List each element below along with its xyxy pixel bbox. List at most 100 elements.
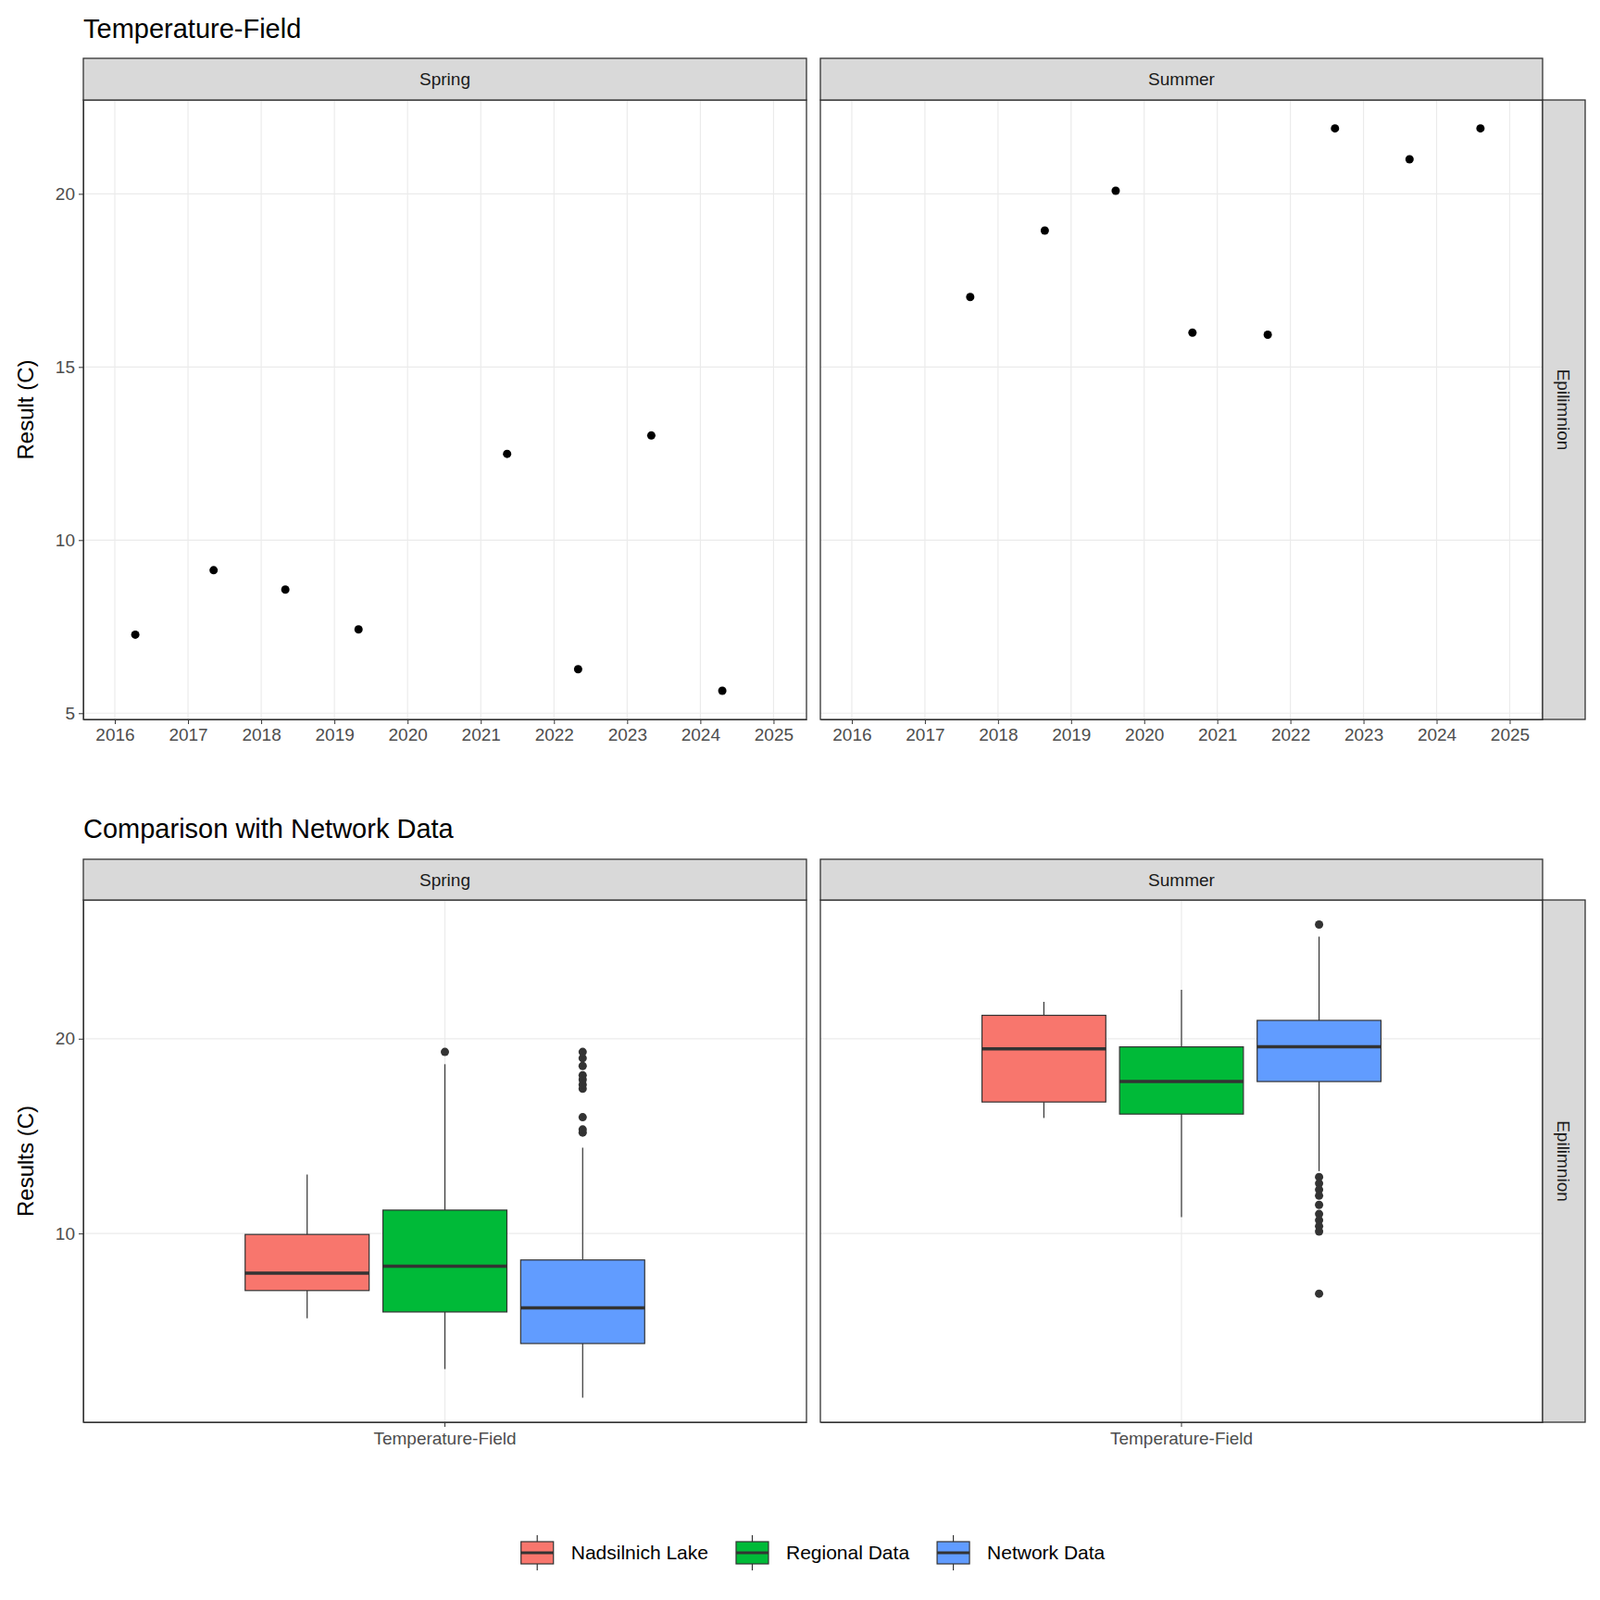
tick-mark — [78, 1233, 84, 1235]
tick: 2023 — [608, 719, 648, 745]
panel-background — [820, 100, 1543, 720]
point — [1111, 186, 1120, 195]
tick: 2025 — [1490, 719, 1530, 745]
panel-border — [820, 900, 1543, 1423]
axis-line — [821, 719, 1544, 721]
tick-mark — [78, 366, 84, 368]
legend-label: Regional Data — [786, 1541, 910, 1563]
box-body — [383, 1210, 508, 1313]
tick: 2020 — [388, 719, 428, 745]
strip — [820, 58, 1543, 100]
tick-mark — [78, 1038, 84, 1040]
chart-title: Comparison with Network Data — [83, 813, 455, 844]
strip — [820, 859, 1543, 900]
tick-mark — [1181, 1422, 1183, 1427]
lower-whisker — [1180, 1113, 1182, 1217]
strip — [83, 58, 807, 100]
marks — [982, 920, 1382, 1299]
grid-line — [553, 100, 555, 720]
tick-mark — [1509, 719, 1511, 725]
legend-key — [937, 1535, 970, 1571]
tick: 2017 — [905, 719, 945, 745]
tick-label: 2022 — [1271, 725, 1311, 745]
grid-line — [113, 100, 115, 720]
grid-line — [1289, 100, 1291, 720]
box-body — [520, 1260, 645, 1344]
tick: 2018 — [241, 719, 281, 745]
tick: 2021 — [462, 719, 501, 745]
upper-whisker — [306, 1175, 308, 1236]
tick-mark — [1217, 719, 1219, 725]
tick-label: 2021 — [462, 725, 501, 745]
median — [520, 1306, 645, 1311]
point — [647, 431, 656, 440]
legend-key-box — [521, 1541, 554, 1564]
tick-label: 2024 — [1417, 725, 1458, 745]
median — [1119, 1079, 1244, 1084]
box — [383, 1048, 508, 1370]
panel-background — [83, 100, 807, 720]
tick-mark — [1437, 719, 1438, 725]
grid — [83, 100, 807, 720]
point — [281, 585, 290, 594]
grid — [83, 900, 807, 1423]
tick-label: 2020 — [388, 725, 428, 745]
box — [520, 1048, 645, 1399]
tick-mark — [114, 719, 116, 725]
upper-whisker — [1318, 937, 1320, 1021]
strip — [83, 859, 807, 900]
box — [1119, 989, 1244, 1218]
tick-label: 2023 — [608, 725, 648, 745]
tick-label: 5 — [64, 703, 75, 724]
row-strip — [1542, 900, 1586, 1423]
outlier — [578, 1071, 588, 1080]
legend-key-box — [736, 1541, 769, 1564]
box — [245, 1175, 370, 1319]
grid-line — [83, 193, 807, 195]
grid-line — [1143, 100, 1145, 720]
tick-mark — [78, 539, 84, 541]
lower-whisker — [1043, 1101, 1045, 1118]
marks — [245, 1048, 645, 1399]
median — [982, 1047, 1107, 1051]
tick-mark — [851, 719, 853, 725]
tick-label: 2023 — [1344, 725, 1384, 745]
grid-line — [820, 193, 1543, 195]
tick-mark — [553, 719, 555, 725]
grid-line — [1436, 100, 1438, 720]
tick: 2019 — [1051, 719, 1091, 745]
median — [245, 1271, 370, 1275]
box-body — [1119, 1047, 1244, 1115]
grid-line — [83, 539, 807, 541]
upper-whisker — [582, 1148, 584, 1261]
tick-label: 2019 — [1051, 725, 1091, 745]
tick: 2019 — [314, 719, 354, 745]
panel-border — [83, 900, 807, 1423]
panel: 2016201720182019202020212022202320242025… — [820, 58, 1544, 745]
tick-mark — [480, 719, 482, 725]
tick-label: 2016 — [95, 725, 135, 745]
legend-key-median — [937, 1551, 970, 1555]
grid — [820, 100, 1543, 720]
tick-mark — [773, 719, 775, 725]
grid-line — [850, 100, 852, 720]
upper-whisker — [1043, 1001, 1045, 1016]
grid-line — [820, 366, 1543, 368]
grid-line — [187, 100, 188, 720]
grid-line — [924, 100, 925, 720]
x-axis: Temperature-Field — [84, 1422, 808, 1449]
lower-whisker — [444, 1312, 446, 1370]
tick-label: 15 — [55, 357, 75, 377]
legend-label: Nadsilnich Lake — [571, 1541, 709, 1563]
tick: 2024 — [1417, 719, 1458, 745]
marks — [965, 124, 1485, 339]
tick-label: 2017 — [905, 725, 945, 745]
tick: 2023 — [1344, 719, 1384, 745]
lower-whisker — [582, 1343, 584, 1398]
tick: 10 — [55, 1224, 84, 1244]
strip-label: Spring — [419, 69, 471, 89]
grid-line — [407, 100, 409, 720]
tick-mark — [78, 193, 84, 195]
tick-mark — [407, 719, 409, 725]
point — [502, 450, 512, 459]
